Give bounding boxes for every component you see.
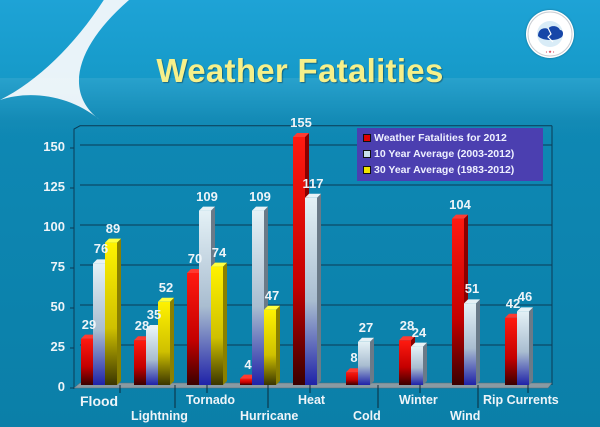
legend-item-2012: Weather Fatalities for 2012 xyxy=(363,132,507,144)
bar xyxy=(211,266,223,385)
bar xyxy=(81,338,93,385)
bar xyxy=(134,340,146,385)
nws-logo-icon: • ★ • xyxy=(526,10,574,58)
y-tick-label: 150 xyxy=(43,139,65,154)
bar-value-label: 76 xyxy=(93,241,109,257)
bar xyxy=(146,329,158,385)
y-tick-label: 0 xyxy=(57,379,65,394)
bar-value-label: 89 xyxy=(105,220,121,236)
bar xyxy=(464,303,476,385)
svg-text:• ★ •: • ★ • xyxy=(546,49,555,54)
x-category-label: Rip Currents xyxy=(483,393,559,407)
bar xyxy=(199,210,211,385)
bar xyxy=(252,210,264,385)
bar-value-label: 46 xyxy=(517,289,533,305)
bar-value-label: 47 xyxy=(264,287,280,303)
legend-swatch-red-icon xyxy=(363,134,371,142)
x-category-label: Cold xyxy=(353,409,381,423)
bar-value-label: 155 xyxy=(290,115,312,130)
bar xyxy=(505,317,517,385)
y-tick-label: 50 xyxy=(50,299,65,314)
bar-value-label: 29 xyxy=(81,316,97,332)
x-category-label: Winter xyxy=(399,393,438,407)
chart-legend: Weather Fatalities for 2012 10 Year Aver… xyxy=(357,128,543,181)
y-tick-label: 75 xyxy=(50,259,65,274)
bar xyxy=(358,341,370,385)
bar-value-label: 109 xyxy=(249,188,271,204)
bar-value-label: 117 xyxy=(302,175,324,191)
y-tick-label: 100 xyxy=(43,219,65,234)
bar-value-label: 74 xyxy=(211,244,227,260)
bar-value-label: 51 xyxy=(464,281,480,297)
x-category-label: Lightning xyxy=(131,409,188,423)
bar xyxy=(187,273,199,385)
bar xyxy=(399,340,411,385)
bar xyxy=(517,311,529,385)
bar-value-label: 35 xyxy=(146,307,162,322)
bar xyxy=(293,137,305,385)
y-tick-label: 25 xyxy=(50,339,65,354)
legend-swatch-silver-icon xyxy=(363,150,371,158)
decorative-swoosh xyxy=(0,0,130,120)
bar xyxy=(240,378,252,385)
bar xyxy=(411,346,423,385)
bar-value-label: 70 xyxy=(187,251,203,266)
y-tick-label: 125 xyxy=(43,179,65,194)
legend-item-10yr: 10 Year Average (2003-2012) xyxy=(363,148,514,160)
page-title: Weather Fatalities xyxy=(156,52,444,89)
bar-value-label: 104 xyxy=(449,196,471,212)
bar-value-label: 52 xyxy=(158,279,174,295)
x-category-label: Wind xyxy=(450,409,481,423)
bar-value-label: 24 xyxy=(411,324,427,340)
bar-value-label: 28 xyxy=(399,318,415,334)
bar xyxy=(452,218,464,385)
bar-value-label: 28 xyxy=(134,318,150,334)
x-category-label: Hurricane xyxy=(240,409,299,423)
bar-value-label: 27 xyxy=(358,319,374,335)
bar-value-label: 109 xyxy=(196,188,218,204)
legend-item-30yr: 30 Year Average (1983-2012) xyxy=(363,164,514,176)
bar-value-label: 42 xyxy=(505,295,521,311)
bar xyxy=(158,301,170,385)
x-category-label: Flood xyxy=(80,393,119,409)
bar xyxy=(264,309,276,385)
legend-swatch-yellow-icon xyxy=(363,166,371,174)
bar xyxy=(105,242,117,385)
bar xyxy=(346,372,358,385)
bar-value-label: 8 xyxy=(350,350,358,366)
x-category-label: Heat xyxy=(298,393,326,407)
x-category-label: Tornado xyxy=(186,393,236,407)
bar-value-label: 4 xyxy=(244,356,252,372)
bar xyxy=(93,263,105,385)
bar xyxy=(305,197,317,385)
